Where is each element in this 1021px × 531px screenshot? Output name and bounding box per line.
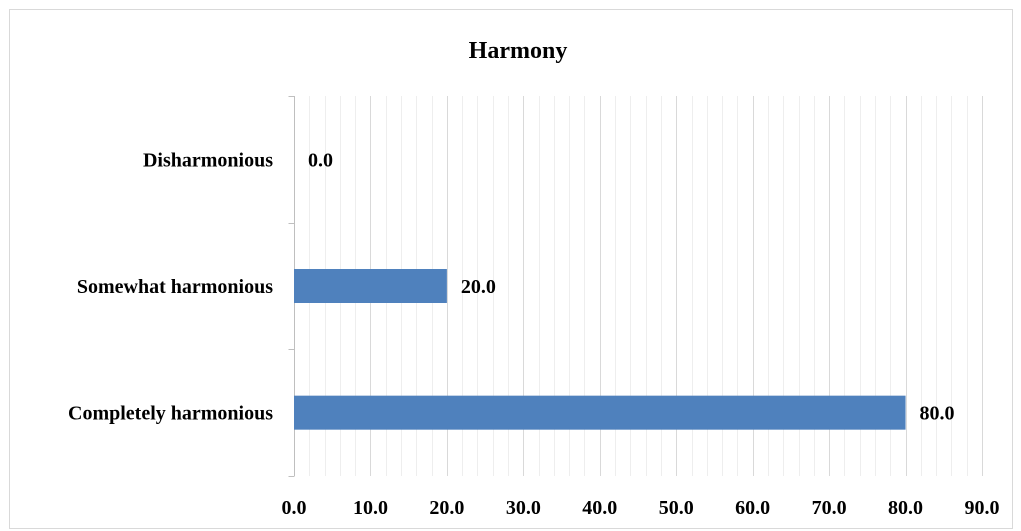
category-label: Completely harmonious <box>68 403 273 425</box>
x-tick-label: 90.0 <box>965 497 1000 519</box>
x-tick-label: 70.0 <box>812 497 847 519</box>
bar <box>294 395 906 430</box>
x-tick-label: 20.0 <box>429 497 464 519</box>
chart-area <box>9 9 1013 529</box>
x-tick-label: 0.0 <box>282 497 307 519</box>
data-label: 80.0 <box>920 403 955 425</box>
category-axis <box>288 96 295 477</box>
labels: Disharmonious 0.0 Somewhat harmonious 20.0 C… <box>68 149 1000 519</box>
x-tick-label: 10.0 <box>353 497 388 519</box>
x-tick-label: 80.0 <box>888 497 923 519</box>
x-tick-label: 60.0 <box>735 497 770 519</box>
data-label: 0.0 <box>308 149 333 171</box>
data-label: 20.0 <box>461 276 496 298</box>
x-tick-label: 30.0 <box>506 497 541 519</box>
category-label: Somewhat harmonious <box>77 276 273 298</box>
x-tick-label: 50.0 <box>659 497 694 519</box>
x-tick-label: 40.0 <box>582 497 617 519</box>
bars <box>294 269 906 430</box>
chart-title: Harmony <box>469 38 568 64</box>
bar <box>294 269 447 303</box>
category-label: Disharmonious <box>143 149 273 171</box>
